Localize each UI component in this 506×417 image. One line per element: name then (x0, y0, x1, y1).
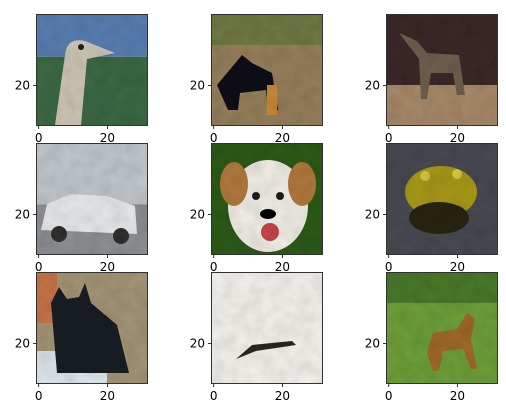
y-tick-label: 20 (15, 78, 30, 92)
image-deer (387, 15, 497, 125)
subplot-2: 0 20 20 (190, 15, 323, 146)
x-tick-label: 0 (35, 131, 43, 145)
image-frog (387, 144, 497, 254)
image-airplane (212, 273, 322, 383)
x-tick-label: 0 (210, 131, 218, 145)
subplot-4: 0 20 20 (15, 144, 148, 275)
y-tick-label: 20 (365, 336, 380, 350)
image-black-cat (37, 273, 147, 383)
x-tick-label: 20 (450, 389, 465, 403)
x-tick-label: 0 (35, 260, 43, 274)
y-tick-label: 20 (365, 207, 380, 221)
image-ostrich-head (37, 15, 147, 125)
subplot-8: 0 20 20 (190, 273, 323, 404)
x-tick-label: 0 (210, 389, 218, 403)
x-tick-label: 0 (385, 389, 393, 403)
image-deer-in-grass (387, 273, 497, 383)
x-tick-label: 20 (100, 389, 115, 403)
image-white-car (37, 144, 147, 254)
x-tick-label: 20 (275, 389, 290, 403)
subplot-9: 0 20 20 (365, 273, 498, 404)
x-tick-label: 20 (450, 260, 465, 274)
image-dog-face (212, 144, 322, 254)
x-tick-label: 0 (385, 260, 393, 274)
subplot-3: 0 20 20 (365, 15, 498, 146)
x-tick-label: 0 (35, 389, 43, 403)
x-tick-label: 20 (100, 260, 115, 274)
y-tick-label: 20 (190, 336, 205, 350)
subplot-5: 0 20 20 (190, 144, 323, 275)
y-tick-label: 20 (190, 207, 205, 221)
x-tick-label: 0 (385, 131, 393, 145)
y-tick-label: 20 (365, 78, 380, 92)
y-tick-label: 20 (190, 78, 205, 92)
subplot-7: 0 20 20 (15, 273, 148, 404)
subplot-6: 0 20 20 (365, 144, 498, 275)
image-black-dog (212, 15, 322, 125)
x-tick-label: 20 (100, 131, 115, 145)
x-tick-label: 0 (210, 260, 218, 274)
x-tick-label: 20 (275, 260, 290, 274)
subplot-1: 0 20 20 (15, 15, 148, 146)
y-tick-label: 20 (15, 207, 30, 221)
x-tick-label: 20 (275, 131, 290, 145)
y-tick-label: 20 (15, 336, 30, 350)
x-tick-label: 20 (450, 131, 465, 145)
